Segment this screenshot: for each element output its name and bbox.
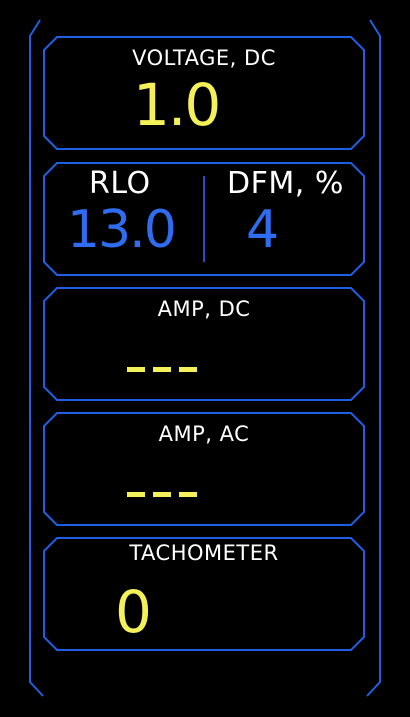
voltage-dc-label: VOLTAGE, DC [132,46,276,70]
amp-dc-value [127,367,197,372]
amp-dc-panel: AMP, DC [43,287,365,401]
panel-border [43,537,365,651]
dfm-value: 4 [246,200,279,260]
amp-ac-panel: AMP, AC [43,412,365,526]
amp-ac-label: AMP, AC [158,422,250,446]
amp-ac-value [127,492,197,497]
tachometer-label: TACHOMETER [129,541,279,565]
panel-border [43,287,365,401]
panel-border [43,162,365,276]
tachometer-panel: TACHOMETER 0 [43,537,365,651]
rlo-dfm-panel: RLO 13.0 DFM, % 4 [43,162,365,276]
tachometer-value: 0 [115,578,152,646]
panel-border [43,412,365,526]
rlo-value: 13.0 [67,200,177,260]
voltage-dc-value: 1.0 [133,71,221,139]
panel-border [43,36,365,150]
amp-dc-label: AMP, DC [157,297,251,321]
voltage-dc-panel: VOLTAGE, DC 1.0 [43,36,365,150]
panel-divider [203,176,205,262]
dfm-label: DFM, % [227,166,344,201]
rlo-label: RLO [89,166,151,201]
